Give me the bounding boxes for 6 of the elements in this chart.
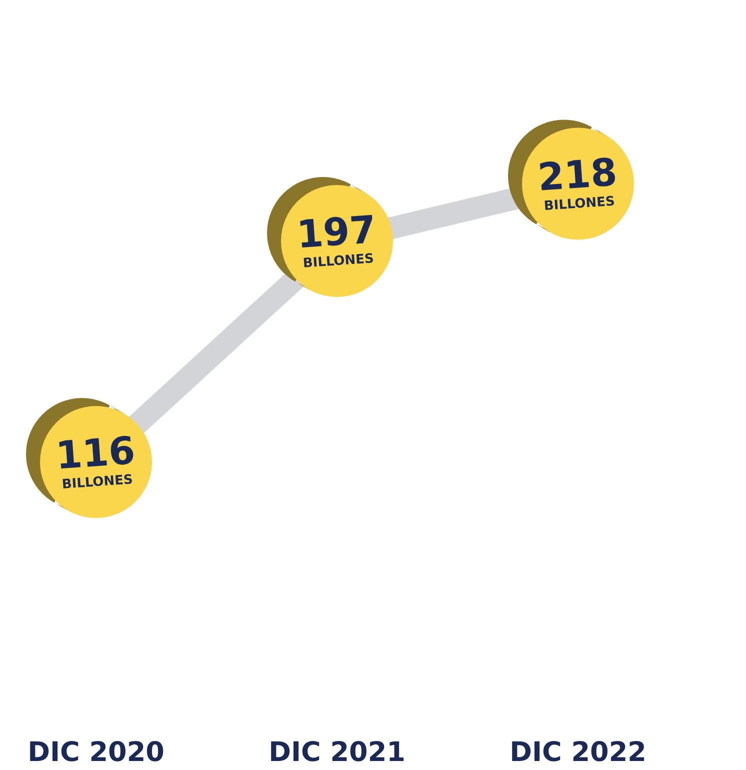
data-label: 218 BILLONES <box>536 150 618 214</box>
data-label: 197 BILLONES <box>295 207 378 272</box>
x-tick-label: DIC 2021 <box>268 736 406 768</box>
x-tick-label: DIC 2022 <box>510 736 646 768</box>
data-label: 116 BILLONES <box>54 428 136 492</box>
x-tick-label: DIC 2020 <box>28 736 164 768</box>
